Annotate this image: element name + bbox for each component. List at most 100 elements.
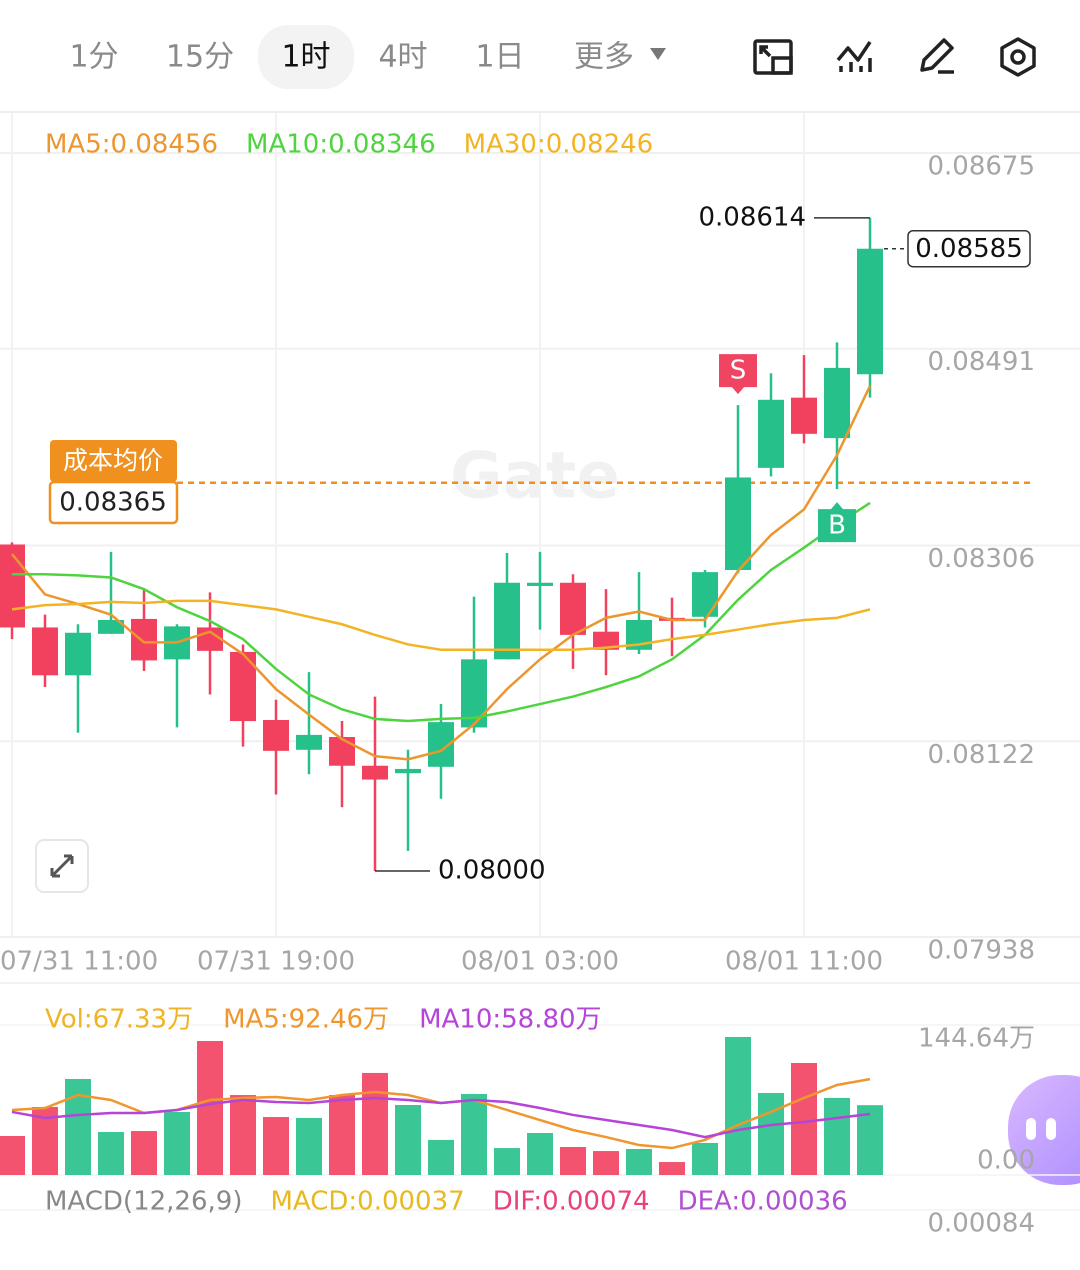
candle-body — [593, 631, 619, 650]
high-label: 0.08614 — [698, 202, 806, 232]
y-tick-label: 0.00084 — [927, 1209, 1035, 1239]
candle-body — [362, 765, 388, 780]
icon-part — [771, 56, 793, 75]
volume-bar — [131, 1131, 157, 1175]
expand-button[interactable] — [35, 839, 89, 893]
cost-title: 成本均价 — [63, 446, 163, 475]
y-tick-label: 0.08675 — [927, 152, 1035, 182]
ma-line — [11, 599, 871, 652]
y-tick-label: 0.07938 — [927, 936, 1035, 966]
last-price-box — [907, 229, 1031, 268]
timeframe-tab[interactable]: 15分 — [166, 40, 234, 75]
macd-title: MACD(12,26,9) — [45, 1187, 242, 1217]
candle-body — [131, 618, 157, 661]
x-tick-label: 07/31 19:00 — [197, 947, 355, 977]
volume-bar — [395, 1104, 421, 1175]
icon-settings[interactable] — [1000, 37, 1036, 77]
candle-body — [296, 734, 322, 750]
y-tick-label: 0.08122 — [927, 740, 1035, 770]
timeframe-tab[interactable]: 更多 — [574, 40, 634, 75]
volume-bar — [791, 1062, 817, 1175]
icon-screenshot[interactable] — [753, 39, 793, 75]
candle-body — [692, 572, 718, 617]
volume-bar — [197, 1041, 223, 1175]
icon-indicator[interactable] — [836, 41, 872, 72]
cost-value-box — [48, 480, 179, 525]
volume-legend: Vol:67.33万 — [45, 1005, 193, 1035]
volume-bar — [692, 1142, 718, 1175]
volume-bar — [560, 1146, 586, 1175]
volume-bar — [263, 1117, 289, 1175]
volume-bar — [626, 1148, 652, 1175]
icon-draw[interactable] — [920, 38, 954, 74]
signal-label: B — [828, 511, 846, 541]
volume-bar — [659, 1162, 685, 1175]
volume-ma-line — [11, 1096, 871, 1139]
timeframe-tab[interactable]: 1日 — [475, 40, 524, 75]
assistant-bubble[interactable] — [1008, 1075, 1080, 1185]
y-tick-label: 144.64万 — [918, 1024, 1035, 1054]
ma-legend: MA30:0.08246 — [464, 130, 654, 160]
active-tab-bg — [258, 25, 354, 89]
volume-bar — [725, 1036, 751, 1175]
cost-title-box — [50, 440, 177, 482]
y-tick-label: 0.08491 — [927, 347, 1035, 377]
signal-label: S — [730, 356, 747, 386]
candle-body — [65, 632, 91, 676]
low-label: 0.08000 — [438, 856, 546, 886]
candle-body — [395, 768, 421, 774]
signal-badge — [818, 502, 856, 543]
ma-legend: MA5:0.08456 — [45, 130, 218, 160]
ma-legend: MA10:0.08346 — [246, 130, 436, 160]
volume-bar — [527, 1132, 553, 1175]
volume-bar — [494, 1148, 520, 1175]
volume-bar — [0, 1136, 25, 1175]
candle-body — [725, 477, 751, 570]
candle-body — [560, 582, 586, 635]
volume-bar — [65, 1078, 91, 1175]
x-tick-label: 08/01 11:00 — [725, 947, 883, 977]
volume-bar — [824, 1097, 850, 1175]
volume-bar — [329, 1095, 355, 1175]
volume-bar — [362, 1072, 388, 1175]
x-tick-label: 07/31 11:00 — [0, 947, 158, 977]
dropdown-arrow — [650, 48, 666, 60]
volume-bar — [857, 1105, 883, 1175]
volume-bar — [428, 1139, 454, 1175]
candle-body — [758, 399, 784, 468]
candle-body — [527, 582, 553, 586]
timeframe-tab[interactable]: 1时 — [281, 40, 330, 75]
candle-body — [263, 719, 289, 751]
candle-body — [857, 248, 883, 375]
candle-body — [824, 367, 850, 439]
volume-legend: MA10:58.80万 — [419, 1005, 602, 1035]
ma-line — [12, 501, 871, 723]
y-tick-label: 0.00 — [977, 1146, 1035, 1176]
volume-bar — [98, 1131, 124, 1175]
macd-legend: DEA:0.00036 — [678, 1187, 848, 1217]
macd-legend: MACD:0.00037 — [270, 1187, 464, 1217]
volume-bar — [758, 1092, 784, 1175]
volume-bar — [593, 1151, 619, 1175]
volume-bar — [164, 1111, 190, 1175]
timeframe-tab[interactable]: 4时 — [378, 40, 427, 75]
volume-legend: MA5:92.46万 — [223, 1005, 389, 1035]
candle-body — [32, 627, 58, 676]
x-tick-label: 08/01 03:00 — [461, 947, 619, 977]
last-price-label: 0.08585 — [915, 234, 1023, 264]
ma-line — [11, 385, 872, 761]
y-tick-label: 0.08306 — [927, 544, 1035, 574]
signal-badge — [719, 354, 757, 395]
watermark: Gate — [450, 440, 620, 514]
candle-body — [329, 737, 355, 766]
volume-bar — [230, 1095, 256, 1175]
candle-body — [98, 619, 124, 634]
volume-bar — [296, 1117, 322, 1175]
candle-body — [791, 397, 817, 434]
cost-value: 0.08365 — [59, 488, 167, 518]
timeframe-tab[interactable]: 1分 — [69, 40, 118, 75]
candle-body — [494, 582, 520, 660]
macd-legend: DIF:0.00074 — [493, 1187, 650, 1217]
